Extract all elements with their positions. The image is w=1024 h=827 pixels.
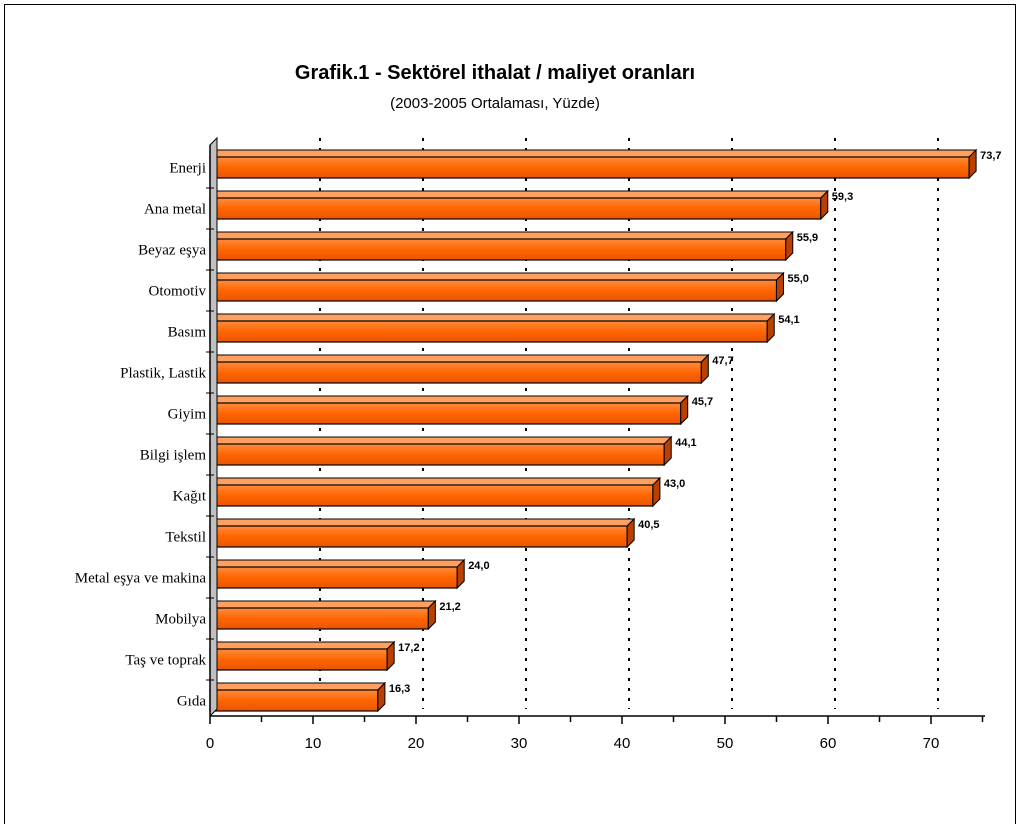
- category-label: Metal eşya ve makina: [75, 571, 207, 587]
- bar-front-face: [209, 689, 379, 712]
- x-tick-label: 20: [408, 735, 425, 752]
- category-label: Enerji: [169, 161, 206, 177]
- category-label: Plastik, Lastik: [120, 366, 206, 382]
- bar-side-face: [820, 189, 829, 221]
- bar-14: [208, 681, 387, 713]
- value-label: 44,1: [675, 437, 696, 449]
- category-label: Bilgi işlem: [140, 448, 207, 464]
- bar-side-face: [700, 353, 709, 385]
- value-label: 21,2: [439, 601, 460, 613]
- bar-front-face: [209, 443, 665, 466]
- chart-frame: [4, 4, 1016, 824]
- bar-side-face: [626, 517, 635, 549]
- x-tick-label: 50: [717, 735, 734, 752]
- bar-10: [208, 517, 636, 549]
- bar-top-face: [208, 436, 673, 445]
- bar-side-face: [968, 148, 977, 180]
- bar-top-face: [208, 682, 387, 691]
- bar-side-face: [776, 271, 784, 303]
- bar-top-face: [208, 641, 396, 650]
- bar-side-face: [663, 435, 672, 467]
- bar-12: [208, 599, 437, 631]
- category-label: Otomotiv: [148, 284, 206, 300]
- bar-1: [208, 148, 978, 180]
- category-label: Ana metal: [144, 202, 206, 218]
- x-tick-label: 30: [511, 735, 528, 752]
- bar-5: [208, 312, 776, 344]
- value-label: 16,3: [389, 683, 410, 695]
- bar-top-face: [208, 477, 662, 486]
- category-label: Mobilya: [155, 612, 206, 628]
- bar-side-face: [456, 558, 465, 590]
- value-label: 43,0: [664, 478, 685, 490]
- bar-front-face: [209, 238, 787, 261]
- category-label: Kağıt: [173, 489, 207, 505]
- bar-side-face: [785, 230, 794, 262]
- bar-top-face: [208, 518, 636, 527]
- bar-13: [208, 640, 396, 672]
- bar-6: [208, 353, 710, 385]
- bar-front-face: [209, 320, 768, 343]
- bar-side-face: [680, 394, 689, 426]
- bar-top-face: [208, 395, 689, 404]
- x-tick-label: 0: [206, 735, 214, 752]
- chart-title: Grafik.1 - Sektörel ithalat / maliyet or…: [294, 62, 696, 84]
- bar-top-face: [208, 190, 829, 199]
- bar-top-face: [208, 272, 785, 281]
- bar-top-face: [208, 231, 794, 240]
- value-label: 40,5: [638, 519, 659, 531]
- bar-front-face: [209, 607, 429, 630]
- chart-subtitle: (2003-2005 Ortalaması, Yüzde): [390, 95, 600, 112]
- bar-front-face: [209, 361, 702, 384]
- value-label: 54,1: [778, 314, 799, 326]
- value-label: 59,3: [832, 191, 853, 203]
- bar-3: [208, 230, 794, 262]
- category-label: Tekstil: [165, 530, 206, 546]
- bar-front-face: [209, 484, 654, 507]
- value-label: 47,7: [712, 355, 733, 367]
- bar-top-face: [208, 149, 978, 158]
- x-tick-label: 10: [305, 735, 322, 752]
- bar-side-face: [377, 681, 386, 713]
- bar-front-face: [209, 279, 778, 302]
- bar-8: [208, 435, 673, 467]
- category-label: Basım: [168, 325, 207, 341]
- x-tick-label: 70: [923, 735, 940, 752]
- value-label: 17,2: [398, 642, 419, 654]
- bar-front-face: [209, 648, 388, 671]
- value-label: 55,0: [788, 273, 809, 285]
- bar-11: [208, 558, 466, 590]
- category-label: Giyim: [168, 407, 207, 423]
- value-label: 45,7: [692, 396, 713, 408]
- bar-front-face: [209, 566, 458, 589]
- x-tick-label: 40: [614, 735, 631, 752]
- bar-9: [208, 476, 662, 508]
- bar-front-face: [209, 402, 682, 425]
- bar-top-face: [208, 354, 710, 363]
- bar-front-face: [209, 525, 628, 548]
- bar-7: [208, 394, 689, 426]
- bar-side-face: [766, 312, 775, 344]
- value-label: 55,9: [797, 232, 818, 244]
- category-label: Gıda: [177, 694, 207, 710]
- bar-front-face: [209, 197, 822, 220]
- category-label: Taş ve toprak: [125, 653, 206, 669]
- x-tick-label: 60: [820, 735, 837, 752]
- bar-side-face: [386, 640, 395, 672]
- category-label: Beyaz eşya: [138, 243, 206, 259]
- bar-top-face: [208, 313, 776, 322]
- value-label: 24,0: [468, 560, 489, 572]
- value-label: 73,7: [980, 150, 1001, 162]
- bar-4: [208, 271, 785, 303]
- bar-top-face: [208, 600, 437, 609]
- bar-side-face: [652, 476, 661, 508]
- left-wall: [209, 136, 218, 718]
- bar-side-face: [427, 599, 436, 631]
- bar-top-face: [208, 559, 466, 568]
- bar-front-face: [209, 156, 970, 179]
- bar-2: [208, 189, 829, 221]
